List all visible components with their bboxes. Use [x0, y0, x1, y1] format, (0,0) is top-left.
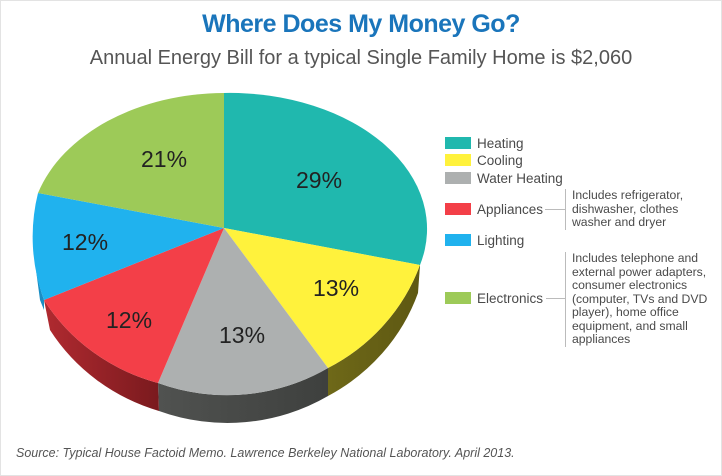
label-cooling: 13%: [313, 275, 359, 301]
slice-cooling[interactable]: [224, 228, 420, 368]
slice-water-heating[interactable]: [158, 228, 328, 396]
chart-title: Where Does My Money Go?: [202, 10, 520, 38]
legend-item-appliances: Appliances: [445, 201, 543, 217]
legend-swatch-heating: [445, 137, 471, 149]
legend-item-cooling: Cooling: [445, 152, 523, 168]
slice-appliances[interactable]: [44, 228, 224, 383]
legend-item-water-heating: Water Heating: [445, 170, 563, 186]
source-citation: Source: Typical House Factoid Memo. Lawr…: [16, 446, 515, 460]
legend-label: Electronics: [477, 290, 544, 306]
side-appliances: [44, 300, 159, 411]
electronics-note: Includes telephone and external power ad…: [565, 251, 722, 347]
legend-item-lighting: Lighting: [445, 232, 524, 248]
legend-item-heating: Heating: [445, 135, 524, 151]
pie-top: [32, 92, 428, 396]
legend-swatch-appliances: [445, 203, 471, 215]
label-electronics: 21%: [141, 146, 187, 172]
legend-label: Cooling: [477, 152, 523, 168]
appliances-connector-line: [545, 209, 565, 210]
legend-label: Water Heating: [477, 170, 563, 186]
appliances-note: Includes refrigerator, dishwasher, cloth…: [565, 188, 712, 230]
slice-electronics[interactable]: [38, 93, 224, 228]
side-cooling: [328, 265, 420, 396]
side-water-heating: [158, 368, 328, 423]
label-heating: 29%: [296, 167, 342, 193]
legend-swatch-water-heating: [445, 172, 471, 184]
label-lighting: 12%: [62, 229, 108, 255]
slice-lighting[interactable]: [32, 193, 225, 300]
label-appliances: 12%: [106, 307, 152, 333]
legend-item-electronics: Electronics: [445, 290, 543, 306]
chart-subtitle: Annual Energy Bill for a typical Single …: [89, 47, 633, 69]
legend-label: Heating: [477, 135, 524, 151]
electronics-connector-line: [546, 298, 565, 299]
legend-swatch-cooling: [445, 154, 471, 166]
legend-swatch-lighting: [445, 234, 471, 246]
slice-heating[interactable]: [224, 92, 428, 265]
label-water-heating: 13%: [219, 322, 265, 348]
legend-label: Appliances: [477, 201, 544, 217]
legend-label: Lighting: [477, 232, 525, 248]
legend-swatch-electronics: [445, 292, 471, 304]
